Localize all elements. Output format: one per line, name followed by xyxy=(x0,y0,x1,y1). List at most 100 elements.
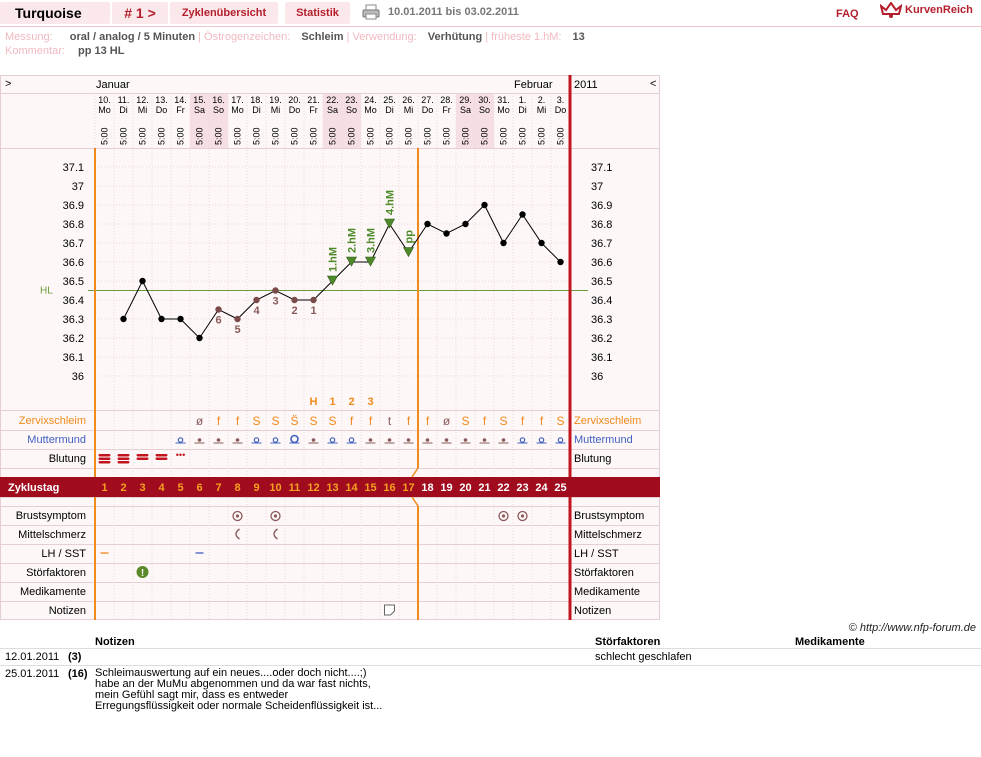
print-icon[interactable] xyxy=(362,4,380,20)
bleeding-mark xyxy=(98,457,111,460)
cycle-day-number: 25 xyxy=(554,482,566,494)
year-label: 2011 xyxy=(574,79,598,91)
cycle-day-number: 23 xyxy=(516,482,528,494)
faq-link[interactable]: FAQ xyxy=(836,8,859,20)
day-weekday-label: Fr xyxy=(176,105,185,115)
zervix-symbol: S xyxy=(461,414,469,428)
measure-time-label: 5:00 xyxy=(214,127,224,145)
day-weekday-label: Do xyxy=(156,105,168,115)
day-date-label: 16. xyxy=(212,95,225,105)
high-measure-label: 2.hM xyxy=(347,228,359,253)
tab-cycle-overview[interactable]: Zyklenübersicht xyxy=(170,2,278,24)
hl-label: HL xyxy=(40,286,53,297)
temperature-point xyxy=(177,315,184,323)
note-day: (3) xyxy=(68,651,82,663)
lh-row-label: LH / SST xyxy=(41,548,86,560)
zervix-row-label: Zervixschleim xyxy=(19,415,86,427)
weekend-shade xyxy=(475,93,494,148)
temperature-point xyxy=(462,220,469,228)
cycle-day-bar xyxy=(0,477,660,497)
cycle-day-number: 5 xyxy=(177,482,183,494)
day-date-label: 12. xyxy=(136,95,149,105)
brust-row-label-right: Brustsymptom xyxy=(574,510,644,522)
day-date-label: 21. xyxy=(307,95,320,105)
day-weekday-label: Di xyxy=(119,105,128,115)
note-text: Schleimauswertung auf ein neues....oder … xyxy=(95,667,383,712)
day-weekday-label: Do xyxy=(422,105,434,115)
y-tick-label: 36.5 xyxy=(63,276,84,288)
cycle-day-number: 8 xyxy=(234,482,240,494)
measure-time-label: 5:00 xyxy=(537,127,547,145)
day-weekday-label: Mo xyxy=(98,105,111,115)
day-weekday-label: So xyxy=(346,105,357,115)
mumu-marker xyxy=(501,438,506,442)
measure-time-label: 5:00 xyxy=(100,127,110,145)
mumu-marker xyxy=(519,437,526,443)
measure-time-label: 5:00 xyxy=(556,127,566,145)
temperature-point-high xyxy=(364,256,377,267)
temperature-point xyxy=(519,211,526,218)
cycle-tab[interactable]: # 1 > xyxy=(112,2,168,24)
cycle-day-number: 13 xyxy=(326,482,338,494)
day-date-label: 23. xyxy=(345,95,358,105)
temperature-point xyxy=(120,315,127,323)
medi-row-label: Medikamente xyxy=(20,586,86,598)
y-tick-label: 36.7 xyxy=(63,238,84,250)
zervix-symbol: f xyxy=(217,414,221,428)
cycle-day-number: 10 xyxy=(269,482,281,494)
breast-symptom-icon xyxy=(270,510,281,522)
day-date-label: 15. xyxy=(193,95,206,105)
mumu-marker xyxy=(463,438,468,442)
cycle-day-number: 14 xyxy=(345,482,358,494)
prev-cycle-arrow: > xyxy=(5,78,11,90)
ovulation-connector xyxy=(411,467,419,478)
day-weekday-label: Sa xyxy=(460,105,471,115)
note-date: 25.01.2011 xyxy=(5,668,60,680)
breast-symptom-icon xyxy=(517,510,528,522)
brust-row-label: Brustsymptom xyxy=(16,510,86,522)
stoer-row-label-right: Störfaktoren xyxy=(574,567,634,579)
temperature-point-low xyxy=(253,296,260,304)
mumu-marker xyxy=(311,438,316,442)
low-count-label: 3 xyxy=(272,296,278,308)
temperature-point-low xyxy=(234,315,241,323)
day-date-label: 20. xyxy=(288,95,301,105)
temperature-point xyxy=(500,239,507,247)
y-tick-label: 36.3 xyxy=(63,314,84,326)
mittelschmerz-icon xyxy=(235,528,240,540)
profile-name-tab[interactable]: Turquoise xyxy=(0,2,110,24)
tab-statistics[interactable]: Statistik xyxy=(285,2,350,24)
day-weekday-label: Fr xyxy=(309,105,318,115)
mumu-marker xyxy=(482,438,487,442)
mumu-marker xyxy=(538,437,545,443)
zervix-symbol: f xyxy=(236,414,240,428)
day-date-label: 11. xyxy=(118,95,130,105)
day-weekday-label: Mi xyxy=(537,105,547,115)
day-date-label: 26. xyxy=(402,95,415,105)
measure-time-label: 5:00 xyxy=(366,127,376,145)
table-row: 25.01.2011 (16) Schleimauswertung auf ei… xyxy=(0,665,981,726)
mumu-marker xyxy=(406,438,411,442)
mittel-row-label-right: Mittelschmerz xyxy=(574,529,642,541)
y-tick-label: 37.1 xyxy=(63,162,84,174)
bleeding-mark xyxy=(155,454,168,457)
cycle-day-number: 12 xyxy=(307,482,319,494)
note-date: 12.01.2011 xyxy=(5,651,60,663)
breast-symptom-icon xyxy=(498,510,509,522)
day-weekday-label: Di xyxy=(385,105,394,115)
mumu-marker xyxy=(235,438,240,442)
temperature-point xyxy=(481,201,488,209)
weekend-shade xyxy=(209,93,228,148)
measure-time-label: 5:00 xyxy=(157,127,167,145)
day-weekday-label: Mi xyxy=(138,105,148,115)
bleeding-mark xyxy=(155,457,168,460)
mumu-marker xyxy=(216,438,221,442)
day-weekday-label: Mo xyxy=(364,105,377,115)
measure-time-label: 5:00 xyxy=(138,127,148,145)
measure-time-label: 5:00 xyxy=(290,127,300,145)
comment-info: Kommentar: pp 13 HL xyxy=(5,45,124,57)
zervix-symbol: S xyxy=(271,414,279,428)
lh-row-label-right: LH / SST xyxy=(574,548,619,560)
kurvenreich-logo[interactable]: KurvenReich xyxy=(880,2,981,22)
medi-row-label-right: Medikamente xyxy=(574,586,640,598)
